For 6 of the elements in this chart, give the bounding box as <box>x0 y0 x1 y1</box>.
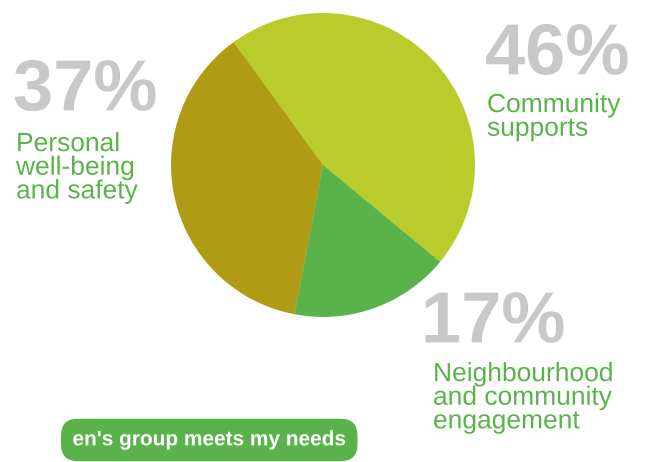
text: en's group meets my needs <box>73 430 346 450</box>
pie-slice <box>171 42 323 314</box>
slice-label: Community supports <box>488 93 620 142</box>
slice-label: Personal well-being and safety <box>16 132 138 204</box>
pie-slice <box>234 13 475 262</box>
slice-label: Neighbourhood and community engagement <box>434 362 612 434</box>
